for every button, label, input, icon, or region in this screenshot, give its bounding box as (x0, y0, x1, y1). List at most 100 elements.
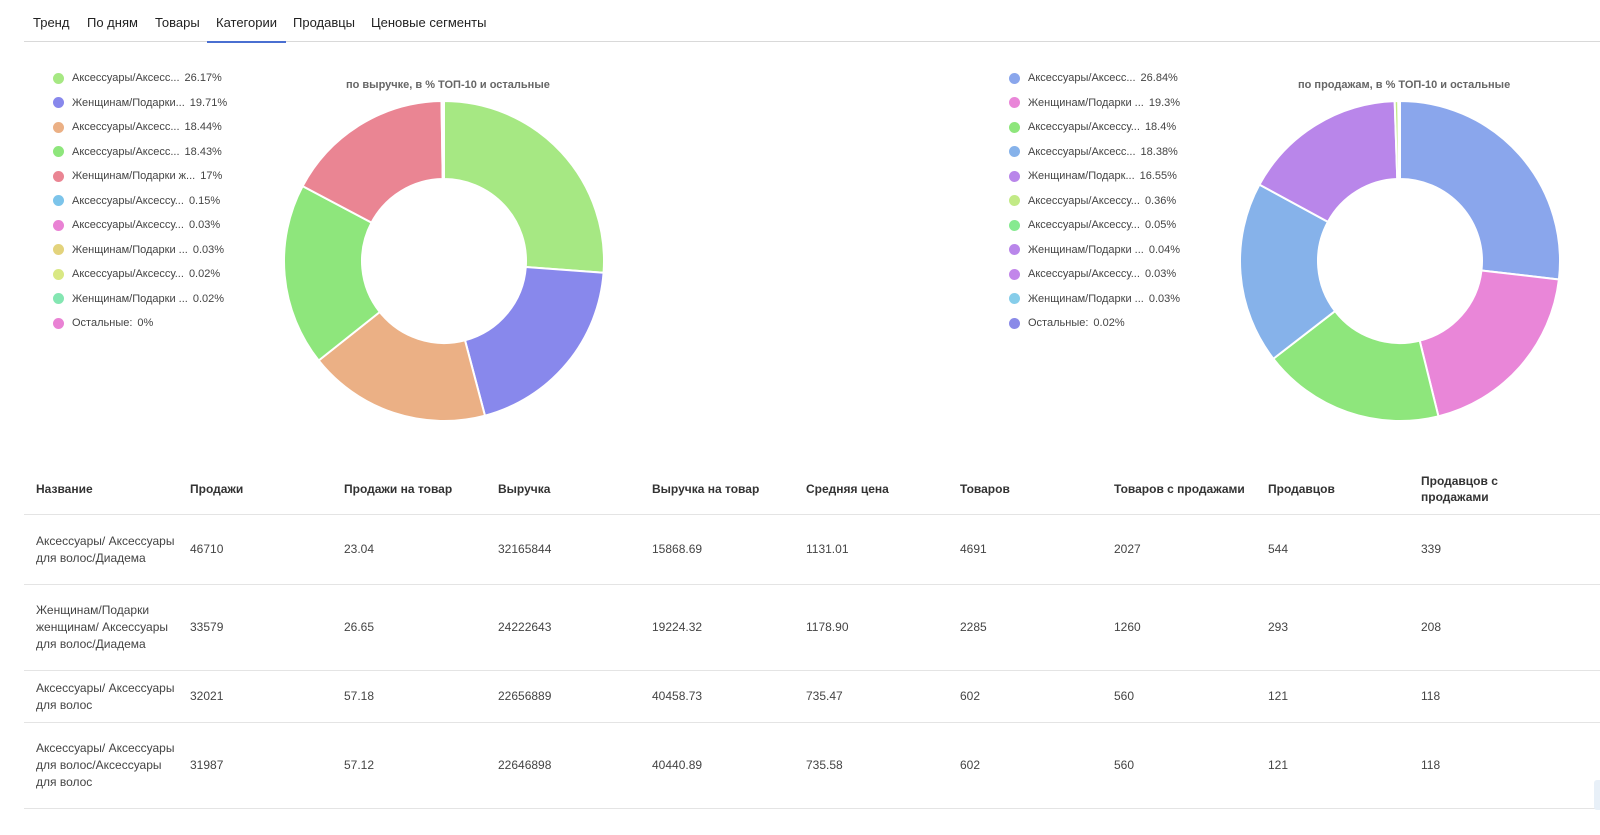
legend-item[interactable]: Аксессуары/Аксесс... 18.44% (53, 119, 222, 135)
tab-sellers[interactable]: Продавцы (293, 15, 356, 30)
legend-value: 18.44% (184, 121, 222, 133)
donut-slice[interactable] (317, 310, 487, 422)
column-header[interactable]: Название (36, 481, 93, 496)
legend-value: 26.84% (1140, 72, 1178, 84)
legend-value: 0.15% (188, 194, 221, 207)
categories-table: Название Продажи Продажи на товар Выручка Вы… (24, 462, 1600, 809)
column-header[interactable]: Товаров с продажами (1114, 481, 1245, 496)
table-cell: 560 (1114, 758, 1135, 772)
legend-dot-icon (53, 293, 64, 304)
table-cell: 1178.90 (806, 620, 849, 634)
legend-value: 0.02% (188, 268, 221, 280)
table-row[interactable]: Аксессуары/ Аксессуары для волос/Диадема… (24, 515, 1600, 585)
legend-label: Аксессуары/Аксесс... (72, 145, 180, 158)
donut-slice[interactable] (1271, 309, 1440, 422)
legend-dot-icon (53, 317, 64, 329)
column-header[interactable]: Средняя цена (806, 481, 889, 496)
legend-value: 0.03% (192, 243, 225, 256)
column-header[interactable]: Товаров (960, 481, 1010, 496)
legend-item[interactable]: Женщинам/Подарки ... 0.02% (53, 291, 224, 307)
donut-slice[interactable] (1418, 269, 1561, 418)
donut-slice[interactable] (1239, 183, 1337, 361)
legend-dot-icon (53, 170, 64, 182)
legend-label: Аксессуары/Аксессу... (1028, 194, 1140, 207)
table-row[interactable]: Аксессуары/ Аксессуары для волос 32021 57.… (24, 671, 1600, 723)
legend-value: 0% (137, 317, 154, 329)
table-cell: 33579 (190, 620, 224, 634)
legend-item[interactable]: Остальные: 0% (53, 315, 153, 331)
legend-dot-icon (53, 244, 64, 255)
legend-item[interactable]: Остальные: 0.02% (1009, 315, 1125, 331)
legend-item[interactable]: Аксессуары/Аксесс... 26.17% (53, 70, 222, 86)
legend-label: Аксессуары/Аксесс... (1028, 72, 1136, 84)
legend-dot-icon (1009, 146, 1020, 157)
table-cell: 118 (1421, 758, 1441, 772)
legend-item[interactable]: Аксессуары/Аксесс... 26.84% (1009, 70, 1178, 86)
legend-item[interactable]: Женщинам/Подарки ... 0.04% (1009, 242, 1180, 258)
legend-value: 18.4% (1144, 121, 1177, 133)
tab-products[interactable]: Товары (155, 15, 200, 30)
table-cell: 46710 (190, 542, 224, 556)
donut-slice[interactable] (301, 100, 444, 224)
donut-slice[interactable] (283, 184, 382, 362)
tab-categories[interactable]: Категории (207, 0, 286, 43)
legend-label: Женщинам/Подарки ... (1028, 292, 1144, 305)
table-cell: 40440.89 (652, 758, 703, 772)
legend-dot-icon (53, 72, 64, 84)
column-header[interactable]: Продавцов (1268, 481, 1335, 496)
legend-label: Женщинам/Подарки ж... (72, 170, 196, 182)
column-header[interactable]: Продажи (190, 481, 244, 496)
table-cell: 1260 (1114, 620, 1141, 634)
legend-item[interactable]: Аксессуары/Аксессу... 0.15% (53, 193, 220, 209)
sales-chart-title: по продажам, в % ТОП-10 и остальные (1298, 79, 1511, 91)
tab-price-segments[interactable]: Ценовые сегменты (371, 15, 487, 30)
legend-item[interactable]: Аксессуары/Аксессу... 0.05% (1009, 217, 1176, 233)
legend-dot-icon (1009, 317, 1020, 329)
legend-item[interactable]: Аксессуары/Аксесс... 18.43% (53, 144, 222, 160)
legend-item[interactable]: Аксессуары/Аксессу... 18.4% (1009, 119, 1176, 135)
table-cell: 118 (1421, 689, 1441, 703)
legend-item[interactable]: Аксессуары/Аксессу... 0.36% (1009, 193, 1176, 209)
legend-item[interactable]: Женщинам/Подарки ... 0.03% (53, 242, 224, 258)
table-cell: 57.12 (344, 758, 375, 772)
table-cell: 293 (1268, 620, 1289, 634)
legend-value: 0.03% (188, 219, 221, 231)
legend-item[interactable]: Женщинам/Подарки... 19.71% (53, 95, 227, 111)
legend-label: Аксессуары/Аксесс... (72, 121, 180, 133)
table-cell: 735.58 (806, 758, 843, 772)
table-cell: 2285 (960, 620, 987, 634)
table-row[interactable]: Женщинам/Подарки женщинам/ Аксессуары дл… (24, 585, 1600, 671)
legend-label: Аксессуары/Аксессу... (72, 219, 184, 231)
legend-item[interactable]: Женщинам/Подарки ж... 17% (53, 168, 222, 184)
legend-value: 0.04% (1148, 243, 1181, 256)
table-cell: 4691 (960, 542, 987, 556)
legend-item[interactable]: Женщинам/Подарки ... 0.03% (1009, 291, 1180, 307)
table-row[interactable]: Аксессуары/ Аксессуары для волос/Аксессу… (24, 723, 1600, 809)
legend-label: Аксессуары/Аксессу... (72, 194, 184, 207)
table-cell: Аксессуары/ Аксессуары для волос/Аксессу… (36, 741, 175, 789)
column-header[interactable]: Выручка на товар (652, 481, 760, 496)
column-header[interactable]: Продавцов с продажами (1421, 473, 1498, 504)
legend-item[interactable]: Аксессуары/Аксессу... 0.03% (53, 217, 220, 233)
legend-value: 18.43% (184, 145, 222, 158)
legend-label: Аксессуары/Аксессу... (72, 268, 184, 280)
legend-value: 0.03% (1144, 268, 1177, 280)
scroll-handle[interactable] (1594, 780, 1600, 810)
legend-item[interactable]: Женщинам/Подарки ... 19.3% (1009, 95, 1180, 111)
table-cell: Аксессуары/ Аксессуары для волос (36, 680, 175, 712)
legend-item[interactable]: Аксессуары/Аксесс... 18.38% (1009, 144, 1178, 160)
column-header[interactable]: Продажи на товар (344, 481, 453, 496)
sales-donut-chart (1239, 99, 1561, 422)
column-header[interactable]: Выручка (498, 481, 551, 496)
donut-slice[interactable] (463, 265, 605, 417)
table-cell: 121 (1268, 689, 1289, 703)
donut-slice[interactable] (1399, 99, 1561, 281)
legend-item[interactable]: Аксессуары/Аксессу... 0.02% (53, 266, 220, 282)
tab-trend[interactable]: Тренд (33, 15, 70, 30)
legend-item[interactable]: Аксессуары/Аксессу... 0.03% (1009, 266, 1176, 282)
legend-item[interactable]: Женщинам/Подарк... 16.55% (1009, 168, 1177, 184)
legend-label: Женщинам/Подарк... (1028, 170, 1135, 182)
donut-slice[interactable] (443, 99, 605, 274)
tab-bar: Тренд По дням Товары Категории Продавцы … (24, 0, 1600, 43)
tab-by-days[interactable]: По дням (87, 15, 138, 30)
